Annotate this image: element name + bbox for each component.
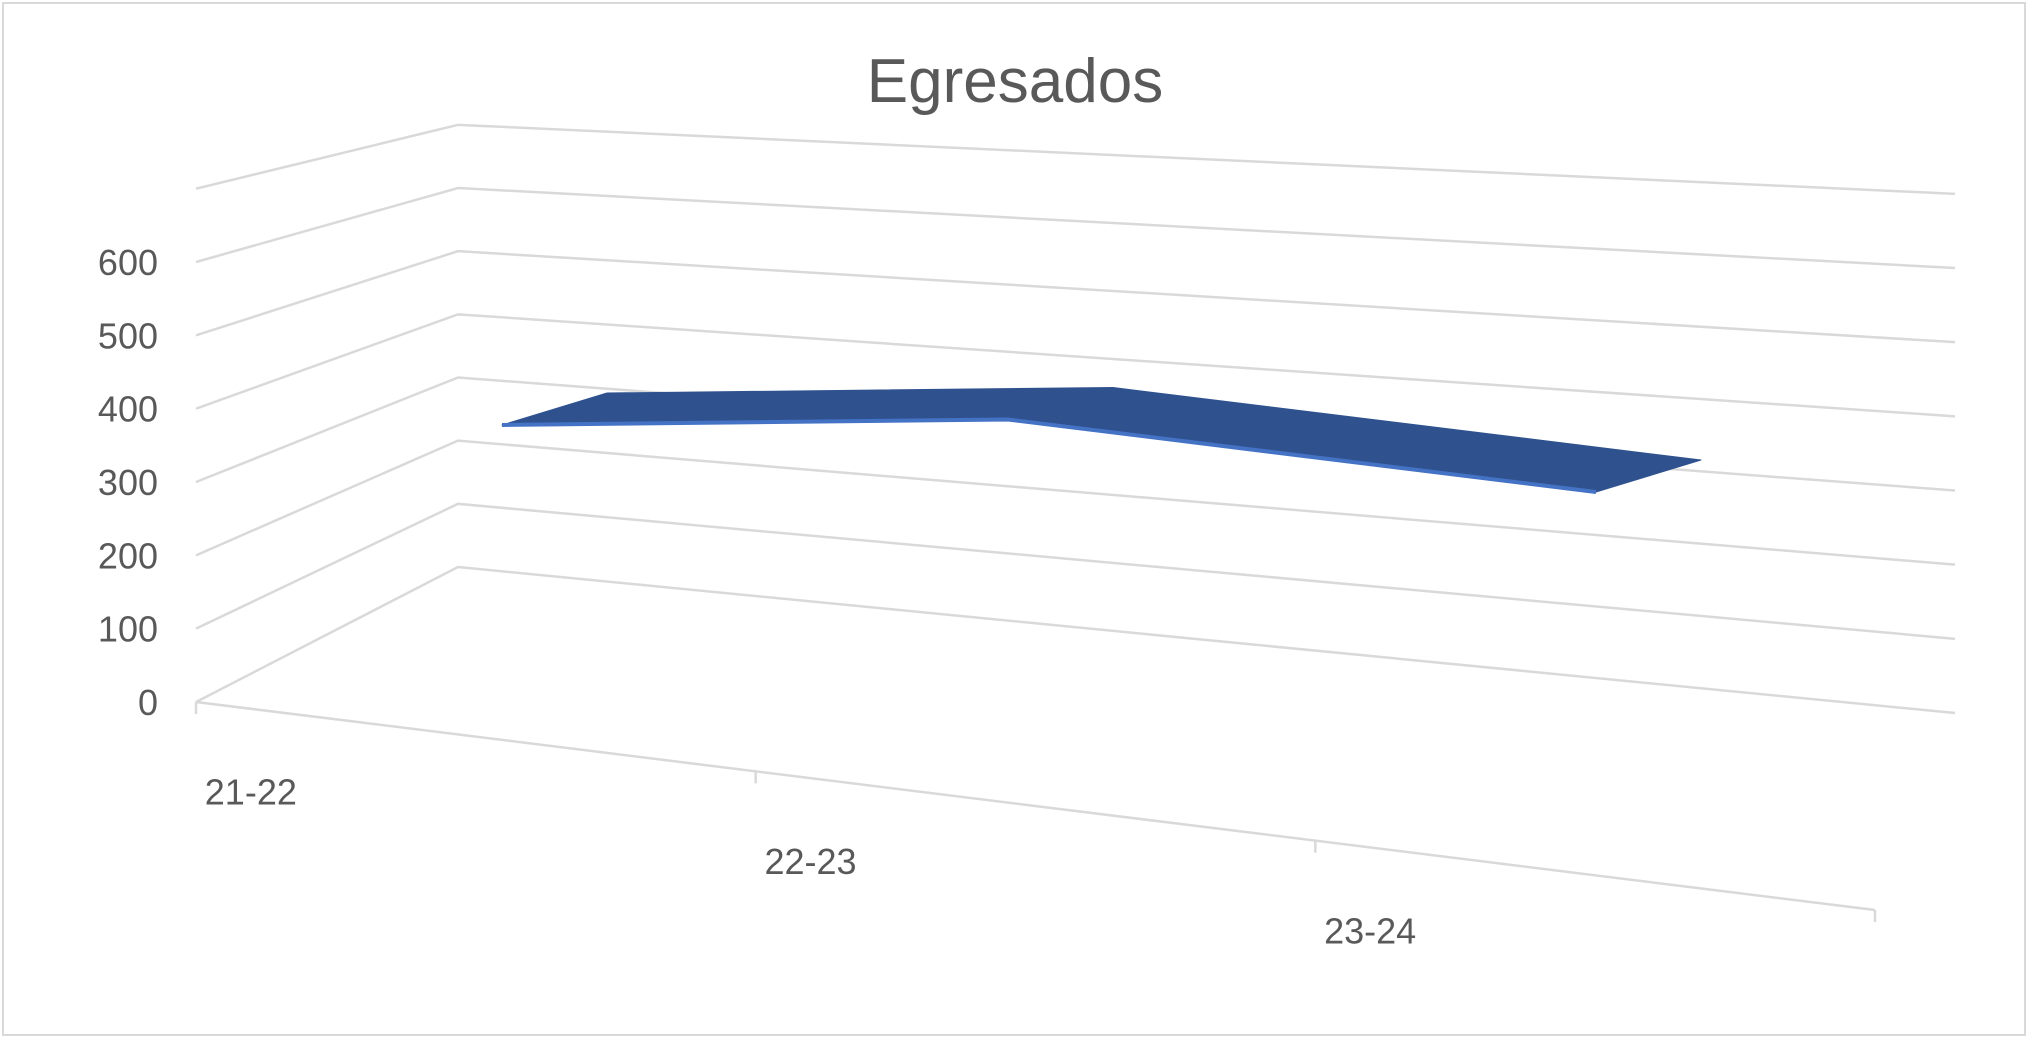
gridline xyxy=(195,439,1956,566)
y-tick-label: 500 xyxy=(98,315,158,356)
gridline xyxy=(195,249,1956,344)
gridline xyxy=(195,186,1956,270)
series-layer xyxy=(501,387,1702,494)
grid-layer xyxy=(195,123,1956,715)
chart-title: Egresados xyxy=(867,47,1163,116)
y-tick-label: 300 xyxy=(98,462,158,503)
y-tick-label: 100 xyxy=(98,609,158,650)
gridline xyxy=(195,502,1956,641)
x-tick-label: 21-22 xyxy=(205,772,297,813)
y-tick-label: 0 xyxy=(138,682,158,723)
x-tick-label: 23-24 xyxy=(1324,910,1416,951)
y-tick-label: 400 xyxy=(98,389,158,430)
y-tick-label: 200 xyxy=(98,535,158,576)
gridline xyxy=(195,313,1956,418)
y-tick-label: 600 xyxy=(98,242,158,283)
y-axis-ticks: 0 100 200 300 400 500 600 xyxy=(98,242,158,723)
gridline xyxy=(195,565,1956,715)
x-axis: 21-22 22-23 23-24 xyxy=(194,700,1877,951)
x-tick-label: 22-23 xyxy=(764,841,856,882)
series-ribbon xyxy=(501,387,1702,493)
gridline xyxy=(195,123,1956,196)
x-axis-line xyxy=(195,700,1876,912)
